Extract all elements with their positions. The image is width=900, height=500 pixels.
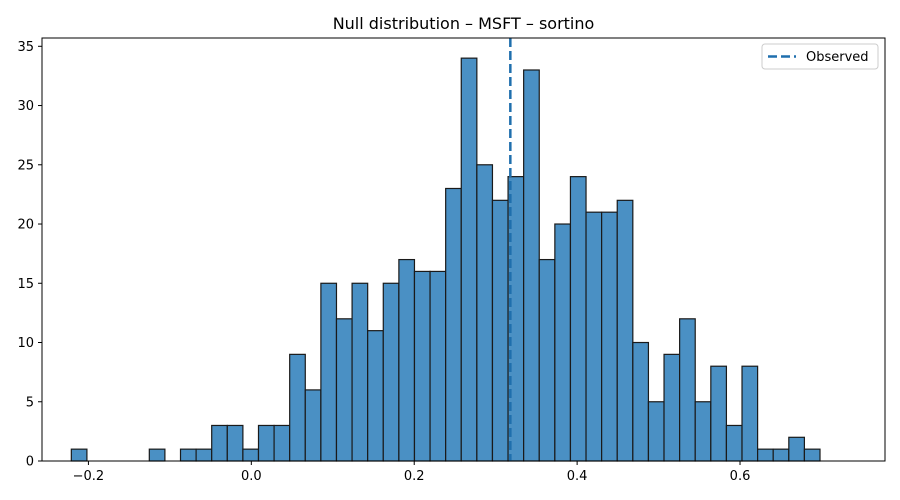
histogram-bar <box>538 258 556 462</box>
y-tick-label: 10 <box>17 336 34 351</box>
histogram-bar <box>320 282 338 462</box>
histogram-bar <box>242 448 260 462</box>
histogram-bar <box>413 270 431 462</box>
histogram-bar <box>367 330 384 462</box>
histogram-bar <box>710 365 728 462</box>
histogram-bar <box>741 365 759 462</box>
legend-box <box>761 43 879 70</box>
histogram-bar <box>616 199 634 462</box>
plot-frame <box>41 37 886 462</box>
histogram-bar <box>757 448 774 462</box>
histogram-bar <box>70 448 88 462</box>
y-tick-label: 30 <box>17 99 34 114</box>
histogram-bar <box>523 69 540 462</box>
chart-title: Null distribution – MSFT – sortino <box>333 14 595 33</box>
histogram-bar <box>289 353 306 462</box>
histogram-bar <box>772 448 790 462</box>
histogram-bar <box>195 448 213 462</box>
histogram-bar <box>257 424 275 462</box>
histogram-bar <box>445 187 462 462</box>
histogram-bar <box>491 199 509 462</box>
histogram-bar <box>226 424 244 462</box>
x-tick-label: 0.2 <box>404 469 425 484</box>
histogram-bar <box>647 401 665 462</box>
histogram-bar <box>569 176 587 462</box>
histogram-bar <box>585 211 603 462</box>
histogram-bar <box>148 448 166 462</box>
histogram-bar <box>460 57 478 462</box>
histogram-bar <box>663 353 681 462</box>
histogram-bars <box>70 57 821 462</box>
histogram-bar <box>679 318 696 462</box>
histogram-bar <box>429 270 447 462</box>
histogram-bar <box>554 223 572 462</box>
histogram-bar <box>788 436 806 462</box>
y-tick-label: 5 <box>26 395 34 410</box>
histogram-bar <box>351 282 369 462</box>
histogram-bar <box>273 424 291 462</box>
legend-label-observed: Observed <box>806 50 869 65</box>
histogram-bar <box>335 318 353 462</box>
x-tick-label: 0.0 <box>241 469 262 484</box>
histogram-bar <box>382 282 400 462</box>
y-tick-label: 35 <box>17 40 34 55</box>
x-tick-label: 0.6 <box>730 469 751 484</box>
y-tick-label: 20 <box>17 218 34 233</box>
x-tick-label: 0.4 <box>567 469 588 484</box>
histogram-bar <box>725 424 743 462</box>
y-tick-label: 15 <box>17 277 34 292</box>
legend: Observed <box>761 43 879 70</box>
histogram-bar <box>632 341 650 462</box>
x-tick-label: −0.2 <box>73 469 105 484</box>
histogram-bar <box>398 258 416 462</box>
histogram-bar <box>803 448 821 462</box>
histogram-bar <box>601 211 618 462</box>
axes: −0.2 0.0 0.2 0.4 0.6 0 5 10 15 20 25 30 35 <box>17 37 886 484</box>
y-tick-label: 0 <box>26 455 34 470</box>
histogram-bar <box>694 401 712 462</box>
y-tick-label: 25 <box>17 158 34 173</box>
histogram-bar <box>304 389 322 462</box>
histogram-bar <box>211 424 228 462</box>
histogram-bar <box>476 164 494 462</box>
histogram-bar <box>179 448 197 462</box>
